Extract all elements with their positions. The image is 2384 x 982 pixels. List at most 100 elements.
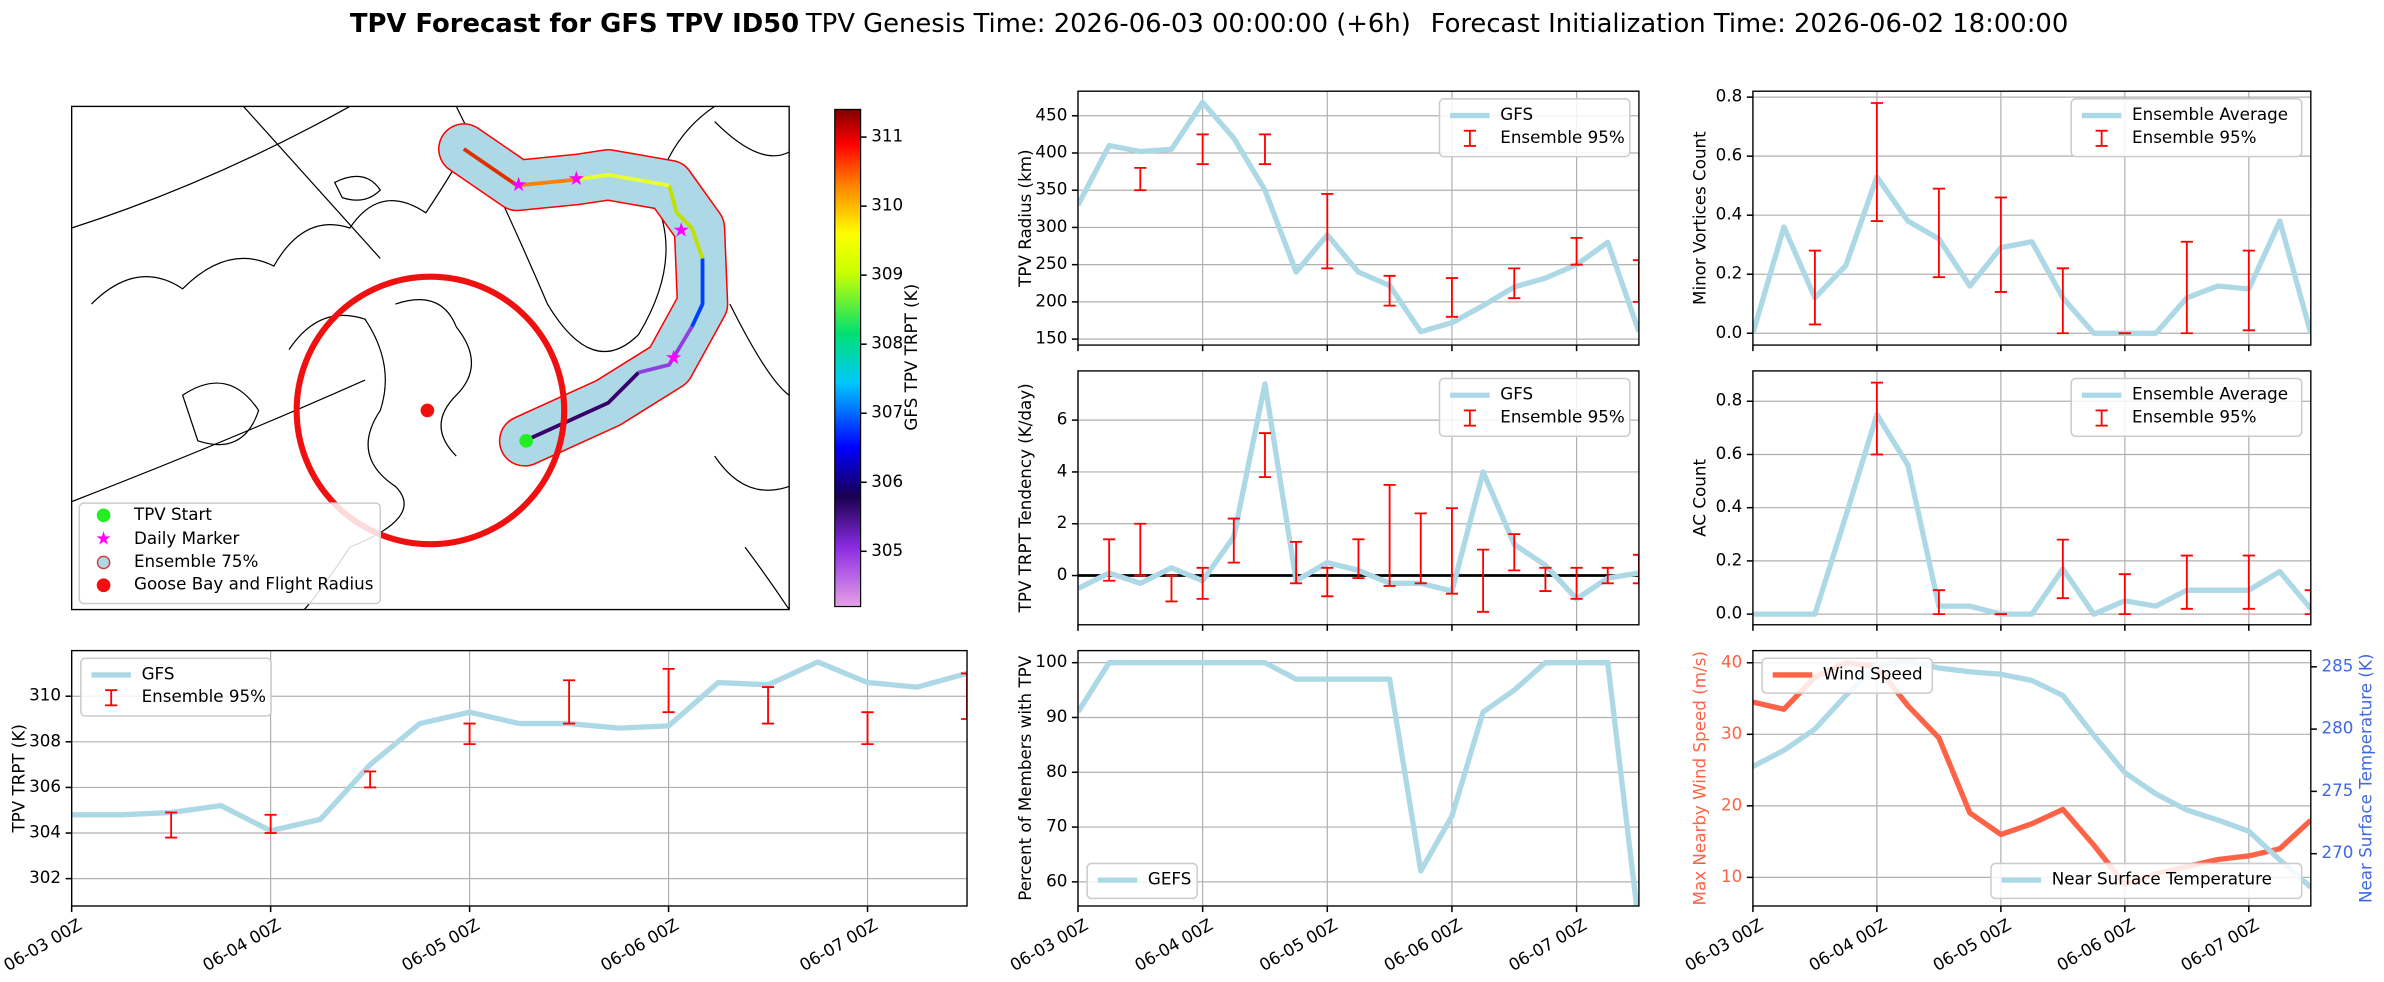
svg-text:★: ★: [567, 167, 585, 190]
x-tick-label: 06-07 00Z: [2177, 914, 2262, 975]
error-bar: [1445, 277, 1459, 318]
y-tick-label: 0.4: [1716, 204, 1743, 224]
y-tick-label: 30: [1721, 723, 1742, 743]
y-axis-label: TPV TRPT Tendency (K/day): [1015, 383, 1035, 613]
error-bar: [1932, 187, 1945, 279]
legend-label: Ensemble 95%: [2132, 407, 2256, 427]
y-tick-label: 200: [1035, 290, 1067, 310]
x-tick-label: 06-03 00Z: [0, 914, 85, 975]
colorbar-tick-label: 308: [871, 333, 903, 353]
plot-marks: [1077, 381, 1639, 613]
error-bar: [1227, 517, 1240, 564]
y-tick-label: 0.6: [1716, 145, 1743, 165]
y-axis-label: Percent of Members with TPV: [1015, 655, 1035, 901]
error-bar: [2242, 249, 2255, 332]
plot-marks: [1752, 381, 2311, 617]
error-bar: [1445, 507, 1459, 595]
y-tick-label: 400: [1035, 141, 1067, 161]
error-bar: [861, 711, 874, 746]
y-tick-label: 450: [1035, 104, 1067, 124]
series-line: [1752, 411, 2311, 617]
error-bar: [1601, 566, 1614, 585]
error-bar: [1570, 566, 1583, 600]
legend-label: TPV Start: [133, 504, 212, 524]
title: TPV Forecast for GFS TPV ID50 TPV Genesi…: [350, 9, 2068, 39]
y-tick-label: 10: [1721, 866, 1742, 886]
x-tick-label: 06-06 00Z: [597, 914, 682, 975]
y2-tick-label: 285: [2321, 655, 2353, 675]
y-tick-label: 304: [29, 822, 61, 842]
error-bar: [364, 770, 377, 789]
panel: 0 2 4 6 TPV TRPT Tendency (K/day) GFS Ensemble…: [1015, 370, 1640, 631]
series-line: [1752, 174, 2311, 336]
y-axis-label: Max Nearby Wind Speed (m/s): [1690, 651, 1710, 905]
error-bar: [662, 667, 675, 714]
title-init: Forecast Initialization Time: 2026-06-02…: [1431, 9, 2069, 39]
legend-box: [1761, 657, 1934, 694]
legend-label: Wind Speed: [1823, 663, 1923, 683]
error-bar: [165, 811, 178, 839]
svg-text:★: ★: [510, 173, 528, 196]
plot-marks: [71, 659, 968, 839]
y-tick-label: 0.0: [1716, 603, 1743, 623]
plot-marks: [1077, 99, 1639, 335]
panel: 0.0 0.2 0.4 0.6 0.8 Minor Vortices Count Ensem…: [1690, 86, 2312, 352]
x-tick-label: 06-04 00Z: [1805, 914, 1890, 975]
legend-label: Ensemble 95%: [1500, 407, 1624, 427]
colorbar-tick-label: 310: [871, 195, 903, 215]
legend-label: GFS: [1500, 104, 1533, 124]
x-tick-label: 06-06 00Z: [2053, 914, 2138, 975]
x-tick-label: 06-05 00Z: [1929, 914, 2014, 975]
legend-label: Ensemble 75%: [134, 551, 258, 571]
error-bar: [463, 722, 476, 746]
error-bar: [1134, 166, 1147, 192]
y-tick-label: 0.8: [1716, 86, 1743, 106]
legend-box: [2070, 98, 2303, 158]
y-tick-label: 0: [1057, 564, 1068, 584]
svg-text:★: ★: [665, 346, 683, 369]
error-bar: [264, 813, 277, 834]
plot-frame: [1077, 370, 1640, 626]
error-bar: [1539, 566, 1552, 593]
y-tick-label: 100: [1035, 651, 1067, 671]
legend-label: Ensemble Average: [2132, 104, 2288, 124]
x-tick-label: 06-04 00Z: [199, 914, 284, 975]
error-bar: [1383, 274, 1396, 307]
svg-text:★: ★: [672, 219, 690, 242]
y2-tick-label: 275: [2321, 780, 2353, 800]
y-tick-label: 6: [1057, 409, 1068, 429]
x-tick-label: 06-07 00Z: [1505, 914, 1590, 975]
series-line: [1077, 99, 1639, 335]
y2-axis-label: Near Surface Temperature (K): [2356, 654, 2376, 903]
series-line: [1752, 657, 2311, 890]
colorbar-tick-label: 307: [871, 402, 903, 422]
series-line: [71, 659, 968, 834]
y-tick-label: 90: [1046, 706, 1067, 726]
y2-tick-label: 280: [2321, 718, 2353, 738]
legend-label: Near Surface Temperature: [2052, 869, 2272, 889]
error-bar: [1808, 249, 1821, 326]
panel: 0.0 0.2 0.4 0.6 0.8 AC Count Ensemble Average E…: [1690, 370, 2312, 631]
legend-box: [1086, 862, 1198, 900]
legend-label: Ensemble Average: [2132, 384, 2288, 404]
colorbar-tick-label: 309: [871, 264, 903, 284]
error-bar: [1134, 522, 1147, 577]
x-tick-label: 06-05 00Z: [398, 914, 483, 975]
x-tick-label: 06-03 00Z: [1006, 914, 1091, 975]
error-bar: [1290, 540, 1303, 585]
error-bar: [1632, 553, 1639, 585]
legend-box: [2070, 377, 2303, 438]
colorbar-tick-label: 306: [871, 471, 903, 491]
error-bar: [1258, 133, 1272, 166]
plot-frame: [1077, 90, 1640, 346]
legend-label: Ensemble 95%: [2132, 127, 2256, 147]
colorbar-tick-label: 305: [871, 540, 903, 560]
y-tick-label: 306: [29, 776, 61, 796]
error-bar: [1103, 538, 1116, 582]
panel: 150 200 250 300 350 400 450 TPV Radius (km) GFS E…: [1015, 90, 1640, 352]
error-bar: [1994, 196, 2007, 293]
y-tick-label: 308: [29, 730, 61, 750]
y-tick-label: 0.2: [1716, 263, 1743, 283]
error-bar: [1870, 381, 1883, 456]
map: ★ ★ ★ ★ ★ TPV Start Daily Marker Ensembl…: [70, 105, 921, 611]
